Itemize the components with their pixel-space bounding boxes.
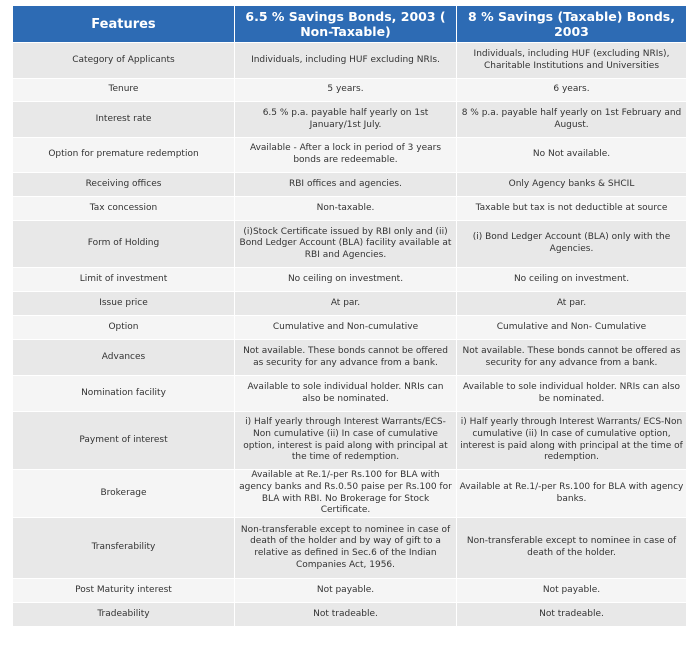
feature-cell: Transferability — [12, 517, 235, 579]
bond-6-5-cell: i) Half yearly through Interest Warrants… — [234, 411, 457, 470]
bond-6-5-cell: Available at Re.1/-per Rs.100 for BLA wi… — [234, 469, 457, 518]
table-row: Option Cumulative and Non-cumulative Cum… — [12, 315, 687, 340]
header-bond-8: 8 % Savings (Taxable) Bonds, 2003 — [456, 5, 687, 43]
header-features: Features — [12, 5, 235, 43]
bond-6-5-cell: No ceiling on investment. — [234, 267, 457, 292]
bond-8-cell: Only Agency banks & SHCIL — [456, 172, 687, 197]
table-row: Tenure 5 years. 6 years. — [12, 78, 687, 102]
feature-cell: Nomination facility — [12, 375, 235, 412]
feature-cell: Option — [12, 315, 235, 340]
bond-6-5-cell: 6.5 % p.a. payable half yearly on 1st Ja… — [234, 101, 457, 138]
bond-8-cell: Not payable. — [456, 578, 687, 603]
bond-6-5-cell: Not tradeable. — [234, 602, 457, 627]
feature-cell: Payment of interest — [12, 411, 235, 470]
bond-8-cell: No ceiling on investment. — [456, 267, 687, 292]
bond-8-cell: Available at Re.1/-per Rs.100 for BLA wi… — [456, 469, 687, 518]
table-row: Nomination facility Available to sole in… — [12, 375, 687, 412]
bond-8-cell: i) Half yearly through Interest Warrants… — [456, 411, 687, 470]
table-row: Limit of investment No ceiling on invest… — [12, 267, 687, 292]
bond-6-5-cell: 5 years. — [234, 78, 457, 102]
table-row: Interest rate 6.5 % p.a. payable half ye… — [12, 101, 687, 138]
feature-cell: Tax concession — [12, 196, 235, 221]
feature-cell: Advances — [12, 339, 235, 376]
bond-8-cell: Not tradeable. — [456, 602, 687, 627]
table-row: Transferability Non-transferable except … — [12, 517, 687, 579]
bonds-comparison-table: Features 6.5 % Savings Bonds, 2003 ( Non… — [12, 5, 687, 627]
bond-8-cell: No Not available. — [456, 137, 687, 173]
bond-6-5-cell: Not payable. — [234, 578, 457, 603]
feature-cell: Category of Applicants — [12, 42, 235, 79]
table-row: Post Maturity interest Not payable. Not … — [12, 578, 687, 603]
header-row: Features 6.5 % Savings Bonds, 2003 ( Non… — [12, 5, 687, 43]
table-row: Receiving offices RBI offices and agenci… — [12, 172, 687, 197]
table-row: Issue price At par. At par. — [12, 291, 687, 316]
bond-6-5-cell: Not available. These bonds cannot be off… — [234, 339, 457, 376]
table-row: Payment of interest i) Half yearly throu… — [12, 411, 687, 470]
feature-cell: Option for premature redemption — [12, 137, 235, 173]
bond-6-5-cell: (i)Stock Certificate issued by RBI only … — [234, 220, 457, 268]
bond-6-5-cell: RBI offices and agencies. — [234, 172, 457, 197]
table-row: Category of Applicants Individuals, incl… — [12, 42, 687, 79]
bond-8-cell: Non-transferable except to nominee in ca… — [456, 517, 687, 579]
bond-8-cell: Not available. These bonds cannot be off… — [456, 339, 687, 376]
feature-cell: Form of Holding — [12, 220, 235, 268]
bond-6-5-cell: Available to sole individual holder. NRI… — [234, 375, 457, 412]
bond-8-cell: (i) Bond Ledger Account (BLA) only with … — [456, 220, 687, 268]
feature-cell: Interest rate — [12, 101, 235, 138]
bond-8-cell: Cumulative and Non- Cumulative — [456, 315, 687, 340]
bond-8-cell: 8 % p.a. payable half yearly on 1st Febr… — [456, 101, 687, 138]
table-row: Tax concession Non-taxable. Taxable but … — [12, 196, 687, 221]
bond-8-cell: Available to sole individual holder. NRI… — [456, 375, 687, 412]
table-row: Tradeability Not tradeable. Not tradeabl… — [12, 602, 687, 627]
bond-8-cell: Individuals, including HUF (excluding NR… — [456, 42, 687, 79]
comparison-table-container: Features 6.5 % Savings Bonds, 2003 ( Non… — [12, 5, 687, 627]
bond-8-cell: 6 years. — [456, 78, 687, 102]
feature-cell: Tradeability — [12, 602, 235, 627]
feature-cell: Post Maturity interest — [12, 578, 235, 603]
bond-8-cell: Taxable but tax is not deductible at sou… — [456, 196, 687, 221]
feature-cell: Tenure — [12, 78, 235, 102]
header-bond-6-5: 6.5 % Savings Bonds, 2003 ( Non-Taxable) — [234, 5, 457, 43]
table-row: Form of Holding (i)Stock Certificate iss… — [12, 220, 687, 268]
bond-6-5-cell: Cumulative and Non-cumulative — [234, 315, 457, 340]
table-row: Brokerage Available at Re.1/-per Rs.100 … — [12, 469, 687, 518]
table-row: Advances Not available. These bonds cann… — [12, 339, 687, 376]
feature-cell: Issue price — [12, 291, 235, 316]
bond-6-5-cell: Individuals, including HUF excluding NRI… — [234, 42, 457, 79]
feature-cell: Limit of investment — [12, 267, 235, 292]
bond-6-5-cell: Non-taxable. — [234, 196, 457, 221]
bond-6-5-cell: Available - After a lock in period of 3 … — [234, 137, 457, 173]
bond-6-5-cell: Non-transferable except to nominee in ca… — [234, 517, 457, 579]
bond-8-cell: At par. — [456, 291, 687, 316]
feature-cell: Brokerage — [12, 469, 235, 518]
table-row: Option for premature redemption Availabl… — [12, 137, 687, 173]
bond-6-5-cell: At par. — [234, 291, 457, 316]
feature-cell: Receiving offices — [12, 172, 235, 197]
